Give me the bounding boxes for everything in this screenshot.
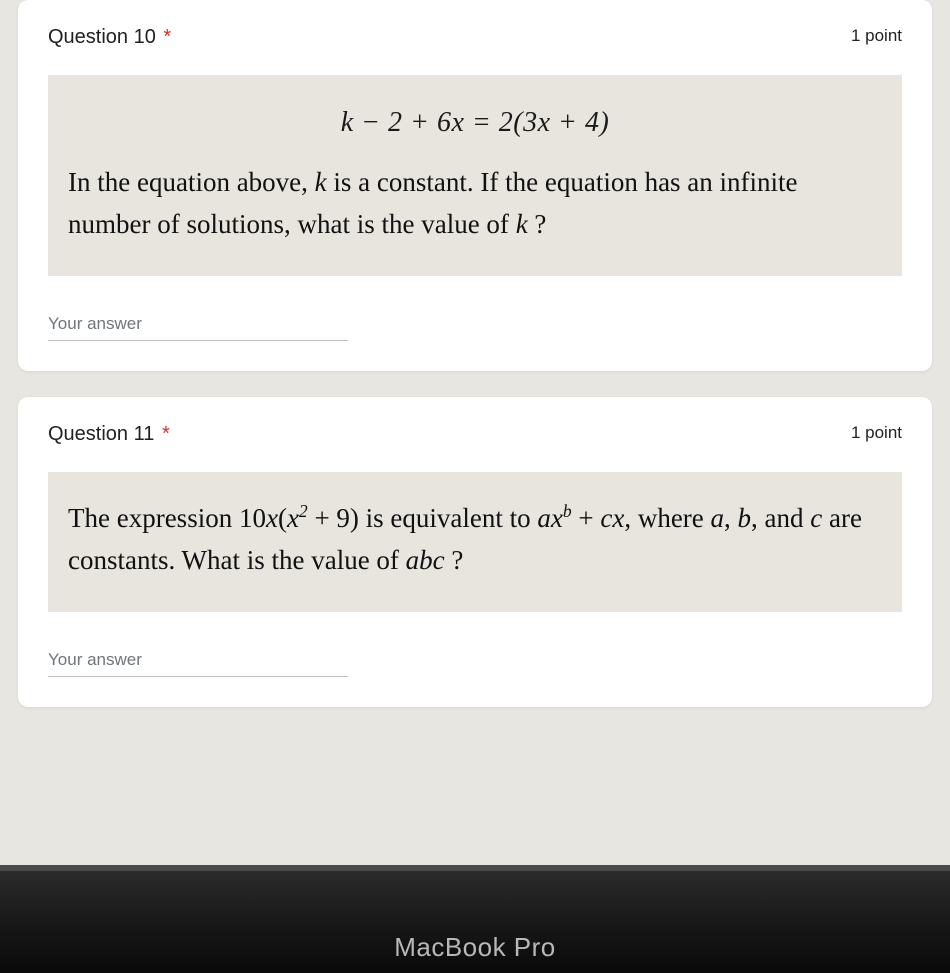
card-header: Question 11 * 1 point (48, 423, 902, 446)
answer-row (48, 646, 348, 677)
prompt-text: In the equation above, k is a constant. … (68, 162, 882, 246)
question-prompt-box: k − 2 + 6x = 2(3x + 4) In the equation a… (48, 75, 902, 276)
laptop-model-label: MacBook Pro (394, 932, 556, 963)
laptop-bezel: MacBook Pro (0, 865, 950, 973)
question-number: Question 10 (48, 26, 156, 48)
answer-row (48, 310, 348, 341)
question-card-10: Question 10 * 1 point k − 2 + 6x = 2(3x … (18, 0, 932, 371)
form-area: Question 10 * 1 point k − 2 + 6x = 2(3x … (0, 0, 950, 707)
question-card-11: Question 11 * 1 point The expression 10x… (18, 397, 932, 707)
answer-input[interactable] (48, 646, 348, 677)
question-number: Question 11 (48, 423, 154, 445)
equation-line: k − 2 + 6x = 2(3x + 4) (68, 101, 882, 144)
points-label: 1 point (851, 423, 902, 443)
points-label: 1 point (851, 26, 902, 46)
question-title: Question 10 * (48, 26, 171, 49)
required-indicator: * (163, 26, 171, 48)
question-prompt-box: The expression 10x(x2 + 9) is equivalent… (48, 472, 902, 612)
prompt-text: The expression 10x(x2 + 9) is equivalent… (68, 498, 882, 582)
question-title: Question 11 * (48, 423, 170, 446)
answer-input[interactable] (48, 310, 348, 341)
required-indicator: * (162, 423, 170, 445)
card-header: Question 10 * 1 point (48, 26, 902, 49)
